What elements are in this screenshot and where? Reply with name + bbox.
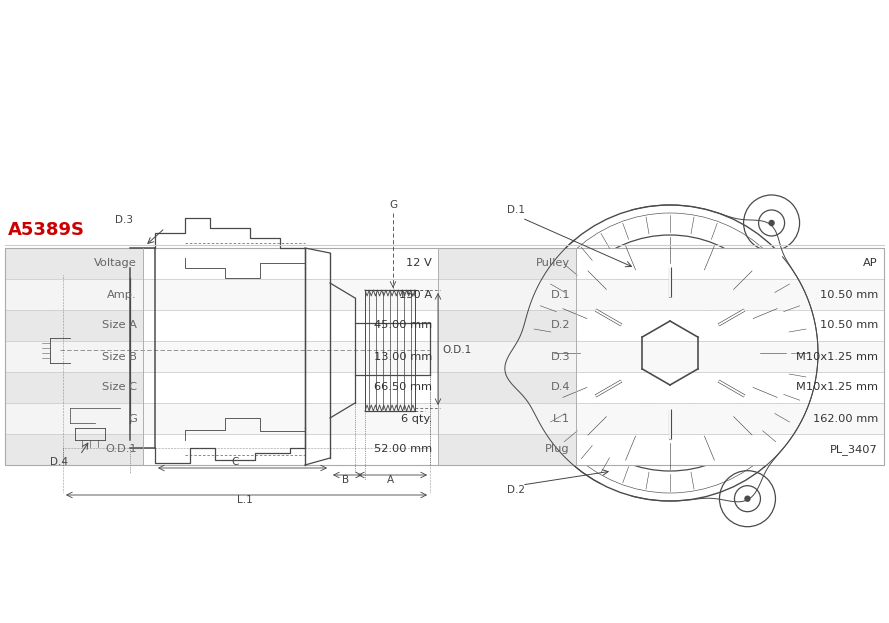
Text: L.1: L.1 <box>553 414 570 424</box>
Circle shape <box>503 368 509 373</box>
Bar <box>143 434 438 465</box>
Bar <box>5 372 143 403</box>
Text: B: B <box>342 475 349 485</box>
Text: 45.00 mm: 45.00 mm <box>374 320 432 330</box>
Text: Size C: Size C <box>102 383 137 392</box>
Text: A5389S: A5389S <box>8 221 85 239</box>
Bar <box>576 248 884 279</box>
Bar <box>143 248 438 279</box>
Bar <box>143 341 438 372</box>
Text: D.4: D.4 <box>550 383 570 392</box>
Text: 6 qty.: 6 qty. <box>401 414 432 424</box>
Text: AP: AP <box>863 259 878 269</box>
Text: O.D.1: O.D.1 <box>442 345 471 355</box>
Text: 10.50 mm: 10.50 mm <box>820 320 878 330</box>
Text: Pulley: Pulley <box>536 259 570 269</box>
Bar <box>143 372 438 403</box>
Text: D.3: D.3 <box>115 215 133 225</box>
Bar <box>143 310 438 341</box>
Text: M10x1.25 mm: M10x1.25 mm <box>796 351 878 361</box>
Text: Size B: Size B <box>102 351 137 361</box>
Text: G: G <box>389 200 397 210</box>
Bar <box>143 279 438 310</box>
Text: D.1: D.1 <box>507 205 525 215</box>
Bar <box>5 434 143 465</box>
Bar <box>576 372 884 403</box>
Text: 162.00 mm: 162.00 mm <box>813 414 878 424</box>
Bar <box>5 248 884 465</box>
Bar <box>438 372 576 403</box>
Bar <box>5 310 143 341</box>
Text: 66.50 mm: 66.50 mm <box>374 383 432 392</box>
Text: D.3: D.3 <box>550 351 570 361</box>
Text: L.1: L.1 <box>237 495 252 505</box>
Circle shape <box>769 221 774 226</box>
Text: C: C <box>231 457 238 467</box>
Bar <box>438 341 576 372</box>
Bar <box>5 248 143 279</box>
Text: 12 V: 12 V <box>406 259 432 269</box>
Bar <box>438 279 576 310</box>
Bar <box>576 341 884 372</box>
Text: 52.00 mm: 52.00 mm <box>374 444 432 455</box>
Text: D.1: D.1 <box>550 290 570 300</box>
Text: Plug: Plug <box>545 444 570 455</box>
Bar <box>576 310 884 341</box>
Text: D.2: D.2 <box>507 485 525 495</box>
Text: Amp.: Amp. <box>108 290 137 300</box>
Bar <box>438 434 576 465</box>
Bar <box>438 403 576 434</box>
Text: Voltage: Voltage <box>94 259 137 269</box>
Bar <box>5 403 143 434</box>
Text: M10x1.25 mm: M10x1.25 mm <box>796 383 878 392</box>
Text: G: G <box>128 414 137 424</box>
Bar <box>143 403 438 434</box>
Circle shape <box>745 496 750 501</box>
Bar <box>5 341 143 372</box>
Text: D.4: D.4 <box>50 457 68 467</box>
Bar <box>438 310 576 341</box>
Text: 150 A: 150 A <box>399 290 432 300</box>
Text: 13.00 mm: 13.00 mm <box>373 351 432 361</box>
Bar <box>576 434 884 465</box>
Text: PL_3407: PL_3407 <box>830 444 878 455</box>
Bar <box>5 279 143 310</box>
Text: 10.50 mm: 10.50 mm <box>820 290 878 300</box>
Text: A: A <box>387 475 394 485</box>
Text: O.D.1: O.D.1 <box>106 444 137 455</box>
Bar <box>576 279 884 310</box>
Bar <box>438 248 576 279</box>
Text: D.2: D.2 <box>550 320 570 330</box>
Bar <box>576 403 884 434</box>
Text: Size A: Size A <box>102 320 137 330</box>
